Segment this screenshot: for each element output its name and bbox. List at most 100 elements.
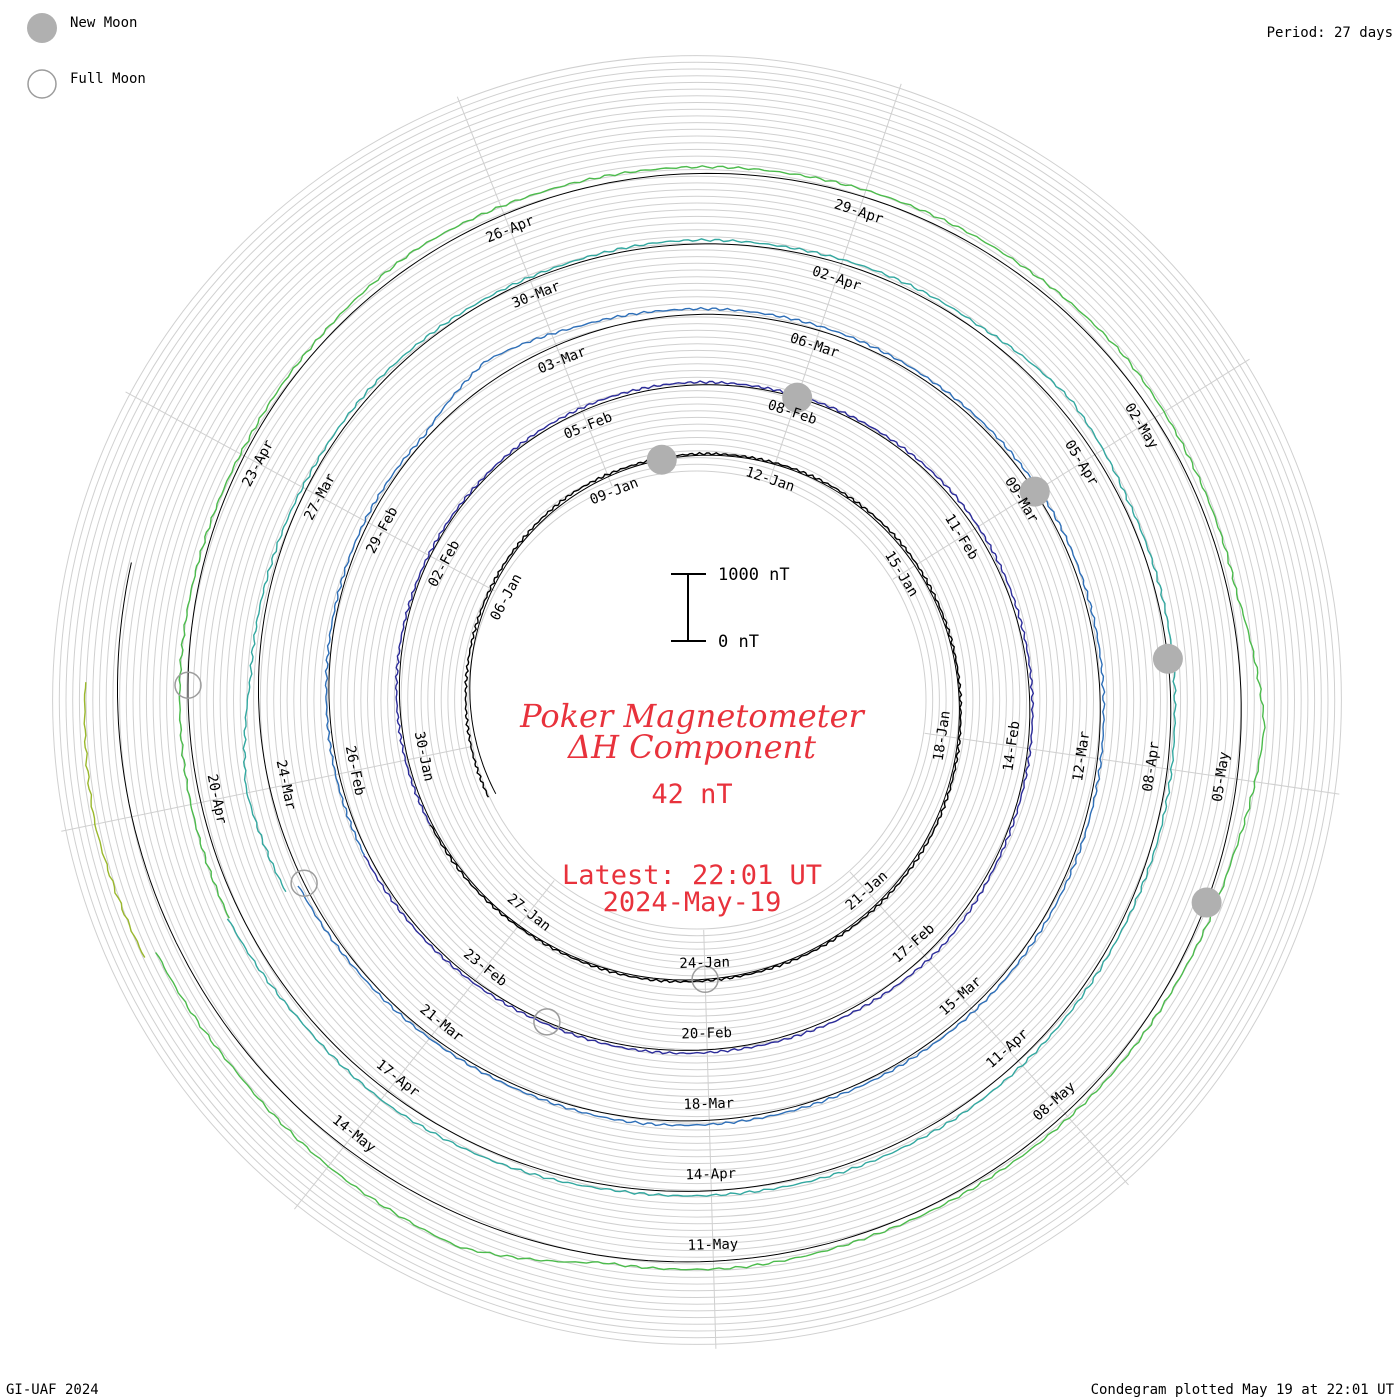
grid-ring [105, 108, 1289, 1292]
grid-ring [99, 102, 1295, 1298]
grid-ring [387, 390, 1007, 1010]
date-label: 14-Feb [1000, 720, 1023, 772]
grid-ring [253, 256, 1141, 1144]
grid-ring [92, 95, 1302, 1305]
date-label: 14-Apr [685, 1166, 736, 1183]
spiral-baseline-turn [239, 243, 1172, 1192]
period-label: Period: 27 days [1267, 25, 1393, 41]
grid-ring [313, 316, 1081, 1084]
delta-h-trace-cycle_2 [363, 380, 1035, 1055]
date-label: 21-Jan [843, 868, 891, 914]
date-label: 20-Feb [681, 1025, 732, 1042]
grid-ring [420, 423, 974, 977]
spiral-baseline-turn [431, 454, 960, 981]
grid-spoke [768, 83, 902, 482]
delta-h-trace-cycle_4 [226, 238, 1177, 1197]
full-moon-legend-icon [27, 69, 57, 99]
grid-ring [353, 356, 1041, 1044]
date-label: 08-Apr [1140, 740, 1163, 792]
grid-rings [52, 55, 1342, 1345]
grid-ring [166, 169, 1228, 1231]
full-moon-marker [174, 671, 202, 699]
new-moon-marker [1152, 643, 1183, 674]
date-label: 24-Jan [679, 955, 730, 972]
grid-ring [340, 343, 1054, 1057]
grid-ring [393, 396, 1001, 1004]
date-label: 24-Mar [273, 759, 299, 812]
new-moon-marker [1191, 887, 1222, 918]
footer-plotted: Condegram plotted May 19 at 22:01 UT [1091, 1382, 1395, 1398]
date-label: 18-Mar [683, 1096, 734, 1113]
date-label: 05-May [1210, 751, 1233, 803]
spiral-baseline-turn [303, 313, 1101, 1122]
grid-spokes [61, 83, 1340, 1349]
current-value: 42 nT [651, 779, 732, 810]
title-line-1: Poker Magnetometer [519, 697, 865, 735]
grid-ring [300, 303, 1094, 1097]
date-label: 15-Jan [881, 548, 921, 599]
date-label: 08-May [1030, 1079, 1078, 1125]
date-label: 11-May [687, 1236, 738, 1253]
grid-ring [279, 282, 1115, 1118]
date-label: 18-Jan [931, 710, 954, 762]
grid-spoke [924, 732, 1340, 795]
title-line-2: ΔH Component [566, 728, 816, 766]
grid-ring [440, 443, 954, 957]
grid-ring [78, 81, 1316, 1319]
grid-ring [380, 383, 1014, 1017]
delta-h-trace-cycle_5 [155, 165, 1266, 1271]
grid-ring [65, 68, 1329, 1332]
delta-h-trace [83, 165, 1266, 1271]
new-moon-marker [646, 444, 677, 475]
grid-ring [58, 61, 1336, 1339]
grid-ring [186, 189, 1208, 1211]
full-moon-marker [533, 1008, 561, 1036]
grid-ring [286, 289, 1108, 1111]
grid-ring [373, 376, 1021, 1024]
grid-ring [119, 122, 1275, 1278]
spiral-baseline-turn [117, 562, 177, 944]
scale-top-label: 1000 nT [718, 565, 790, 585]
grid-ring [139, 142, 1255, 1258]
scale-bar [671, 573, 706, 642]
grid-ring [172, 175, 1222, 1225]
grid-ring [212, 215, 1182, 1185]
new-moon-legend-label: New Moon [70, 15, 137, 31]
grid-ring [320, 323, 1074, 1077]
new-moon-marker [1019, 476, 1050, 507]
new-moon-marker [782, 382, 813, 413]
grid-ring [159, 162, 1235, 1238]
grid-ring [112, 115, 1282, 1285]
grid-ring [192, 195, 1202, 1205]
grid-spoke [703, 929, 717, 1349]
date-label: 06-Jan [487, 571, 525, 623]
grid-ring [259, 262, 1135, 1138]
grid-ring [233, 236, 1161, 1164]
grid-ring [266, 269, 1128, 1131]
full-moon-marker [691, 965, 719, 994]
grid-spoke [456, 96, 613, 487]
scale-bottom-label: 0 nT [718, 632, 759, 652]
grid-spoke [125, 391, 495, 592]
full-moon-marker [290, 869, 318, 897]
latest-time: Latest: 22:01 UT [562, 860, 822, 891]
grid-ring [145, 148, 1249, 1252]
date-label: 05-Feb [562, 409, 615, 443]
grid-ring [333, 336, 1061, 1064]
grid-ring [273, 276, 1121, 1124]
delta-h-trace-cycle_3 [297, 306, 1106, 1127]
grid-ring [460, 463, 934, 937]
grid-ring [447, 450, 947, 950]
grid-spoke [892, 358, 1250, 580]
full-moon-legend-label: Full Moon [70, 71, 146, 87]
grid-ring [206, 209, 1188, 1191]
grid-ring [360, 363, 1034, 1037]
grid-ring [413, 416, 981, 984]
grid-ring [72, 75, 1322, 1325]
date-label: 17-Apr [373, 1057, 423, 1101]
grid-ring [346, 349, 1048, 1051]
grid-ring [326, 329, 1068, 1071]
spiral-baseline-turn [367, 384, 1031, 1051]
spiral-baseline [117, 172, 1242, 1263]
